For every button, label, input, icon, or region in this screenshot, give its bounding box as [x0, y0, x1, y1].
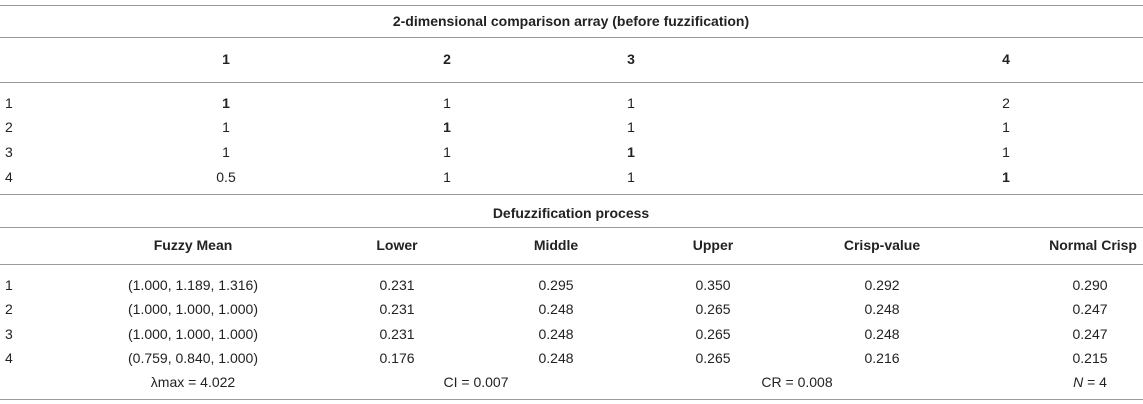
table-cell: 1: [627, 119, 635, 135]
column-header: 3: [627, 51, 635, 67]
column-header: 4: [1002, 51, 1010, 67]
table-rule-header: [0, 82, 1143, 83]
table-cell: (1.000, 1.189, 1.316): [128, 277, 258, 293]
column-header: Middle: [533, 237, 579, 253]
n-number: = 4: [1083, 374, 1107, 390]
row-label: 3: [5, 326, 13, 342]
column-header: Lower: [376, 237, 418, 253]
table-cell: 0.247: [1072, 301, 1108, 317]
column-header: Crisp-value: [843, 237, 921, 253]
row-label: 4: [5, 350, 13, 366]
table-cell: 0.248: [864, 301, 900, 317]
table-cell: 1: [222, 144, 230, 160]
table-cell: 1: [222, 119, 230, 135]
table-cell: 0.248: [864, 326, 900, 342]
table-cell: 1: [443, 119, 451, 135]
table-rule-section: [0, 194, 1143, 195]
table-cell: 1: [1002, 169, 1010, 185]
table-cell: 1: [627, 144, 635, 160]
table-cell: 0.350: [695, 277, 731, 293]
table-cell: 1: [443, 169, 451, 185]
column-header: Fuzzy Mean: [153, 237, 233, 253]
table-cell: 0.248: [538, 301, 574, 317]
lambda-max-value: λmax = 4.022: [150, 374, 236, 390]
table-rule-header2: [0, 264, 1143, 265]
table-cell: 0.176: [379, 350, 415, 366]
row-label: 3: [5, 144, 13, 160]
table-cell: 1: [1002, 119, 1010, 135]
table-cell: 0.247: [1072, 326, 1108, 342]
table-cell: (1.000, 1.000, 1.000): [128, 326, 258, 342]
table-cell: 0.231: [379, 277, 415, 293]
table-cell: 0.290: [1072, 277, 1108, 293]
table-cell: 0.295: [538, 277, 574, 293]
table-cell: 1: [222, 95, 230, 111]
table-rule-title: [0, 37, 1143, 38]
table-cell: 1: [627, 169, 635, 185]
table-cell: 0.265: [695, 301, 731, 317]
row-label: 2: [5, 119, 13, 135]
table-cell: 2: [1002, 95, 1010, 111]
table-cell: 0.292: [864, 277, 900, 293]
column-header: Normal Crisp: [1049, 237, 1137, 253]
n-value: N = 4: [1073, 373, 1107, 391]
table-cell: 0.265: [695, 350, 731, 366]
row-label: 2: [5, 301, 13, 317]
row-label: 4: [5, 169, 13, 185]
table-cell: 1: [1002, 144, 1010, 160]
table-rule-title2: [0, 227, 1143, 228]
n-symbol: N: [1073, 374, 1084, 390]
table-cell: 1: [627, 95, 635, 111]
section-title-defuzzification: Defuzzification process: [492, 205, 650, 221]
row-label: 1: [5, 95, 13, 111]
table-cell: 0.216: [864, 350, 900, 366]
column-header: Upper: [692, 237, 734, 253]
table-cell: 0.231: [379, 301, 415, 317]
table-cell: 0.248: [538, 326, 574, 342]
table-rule-bottom: [0, 399, 1143, 400]
cr-value: CR = 0.008: [761, 374, 833, 390]
table-cell: 0.215: [1072, 350, 1108, 366]
table-cell: (1.000, 1.000, 1.000): [128, 301, 258, 317]
table-cell: 1: [443, 144, 451, 160]
table-cell: (0.759, 0.840, 1.000): [128, 350, 258, 366]
row-label: 1: [5, 277, 13, 293]
table-cell: 0.265: [695, 326, 731, 342]
table-cell: 0.5: [216, 169, 236, 185]
column-header: 2: [443, 51, 451, 67]
table-rule-top: [0, 5, 1143, 6]
section-title-comparison: 2-dimensional comparison array (before f…: [392, 13, 750, 29]
table-cell: 1: [443, 95, 451, 111]
column-header: 1: [222, 51, 230, 67]
table-cell: 0.231: [379, 326, 415, 342]
table-cell: 0.248: [538, 350, 574, 366]
ci-value: CI = 0.007: [443, 374, 509, 390]
